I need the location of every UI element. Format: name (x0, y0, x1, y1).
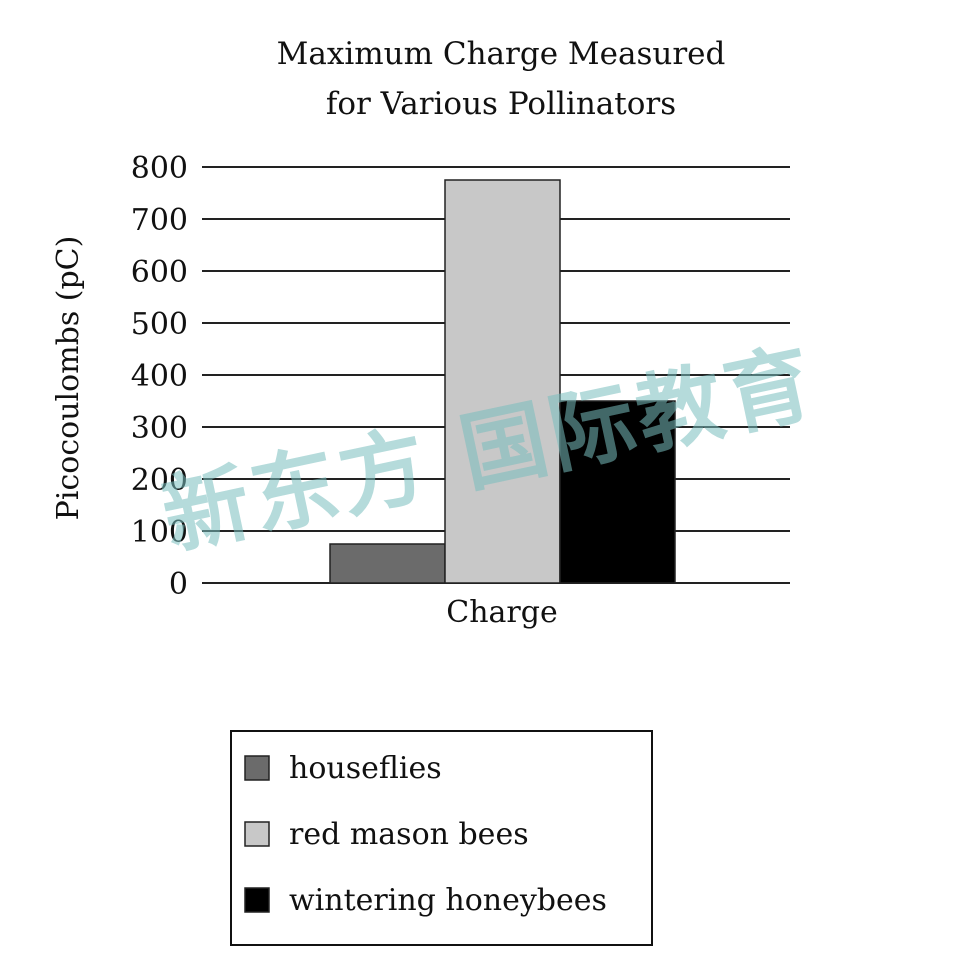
y-tick-label: 200 (131, 463, 188, 498)
bar-wintering-honeybees (559, 400, 676, 584)
legend-label: houseflies (289, 751, 442, 786)
legend-box (230, 730, 653, 946)
legend-swatch (244, 887, 270, 913)
y-tick-label: 100 (131, 515, 188, 550)
bar-red-mason-bees (444, 179, 561, 584)
y-tick-label: 400 (131, 359, 188, 394)
y-axis-label: Picocoulombs (pC) (51, 236, 86, 521)
y-tick-labels: 0 100 200 300 400 500 600 700 800 (131, 151, 188, 602)
y-tick-label: 600 (131, 255, 188, 290)
y-tick-label: 700 (131, 203, 188, 238)
y-tick-label: 0 (169, 567, 188, 602)
chart-title-line-2: for Various Pollinators (326, 86, 676, 122)
chart-title-line-1: Maximum Charge Measured (277, 36, 726, 72)
legend: houseflies red mason bees wintering honeyb… (244, 751, 607, 918)
y-tick-label: 300 (131, 411, 188, 446)
x-axis-label: Charge (446, 595, 557, 630)
bar-houseflies (329, 543, 446, 584)
y-tick-label: 800 (131, 151, 188, 186)
legend-label: wintering honeybees (289, 883, 607, 918)
bars (329, 179, 676, 584)
legend-swatch (244, 821, 270, 847)
legend-swatch (244, 755, 270, 781)
legend-label: red mason bees (289, 817, 529, 852)
y-tick-label: 500 (131, 307, 188, 342)
